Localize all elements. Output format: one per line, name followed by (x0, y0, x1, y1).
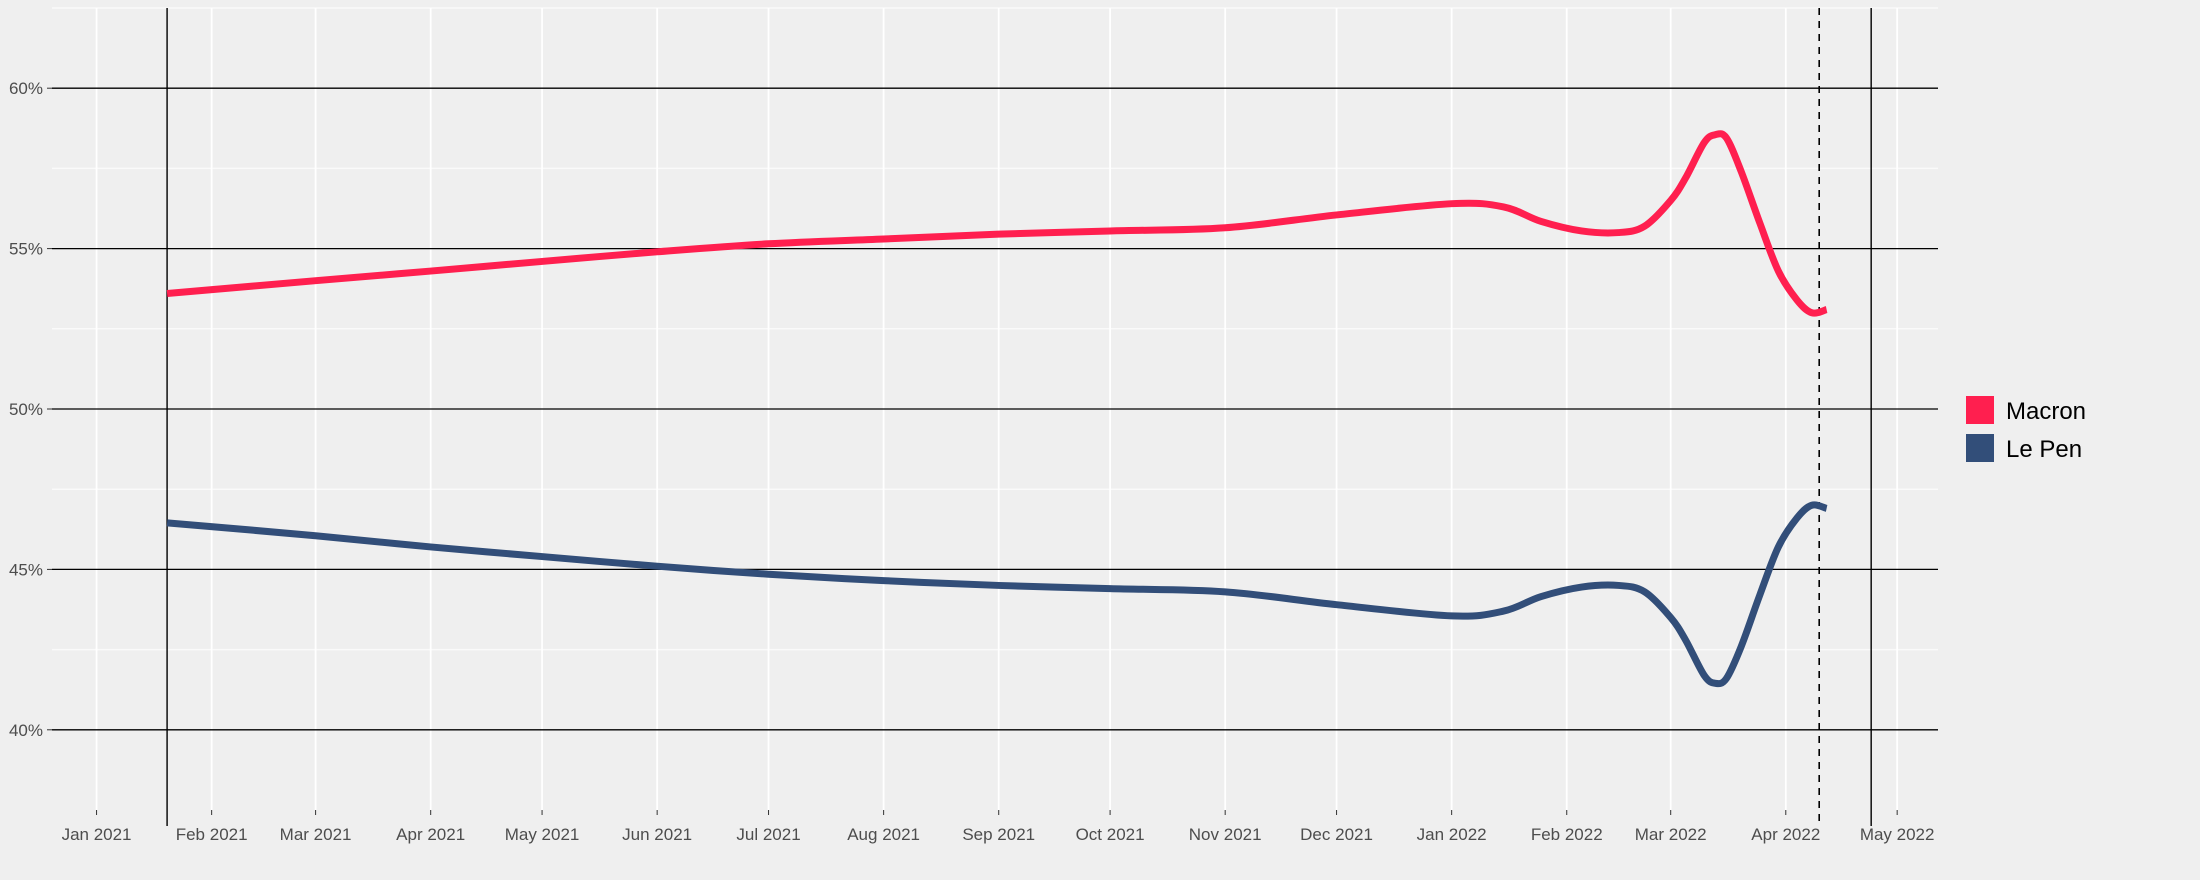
x-tick-label: Jul 2021 (736, 825, 800, 844)
x-tick-label: May 2021 (505, 825, 580, 844)
x-tick-label: Mar 2022 (1635, 825, 1707, 844)
x-tick-label: Jun 2021 (622, 825, 692, 844)
y-tick-label: 55% (9, 240, 43, 259)
x-tick-label: Dec 2021 (1300, 825, 1373, 844)
x-tick-label: Sep 2021 (962, 825, 1035, 844)
x-tick-label: Feb 2022 (1531, 825, 1603, 844)
y-tick-label: 60% (9, 79, 43, 98)
x-tick-label: Apr 2022 (1751, 825, 1820, 844)
series-line-le-pen (166, 501, 1828, 688)
x-tick-label: Mar 2021 (280, 825, 352, 844)
x-tick-label: Jan 2022 (1417, 825, 1487, 844)
x-tick-label: Oct 2021 (1076, 825, 1145, 844)
y-tick-label: 50% (9, 400, 43, 419)
x-tick-label: Feb 2021 (176, 825, 248, 844)
y-tick-label: 45% (9, 560, 43, 579)
legend-key (1966, 396, 1994, 424)
x-tick-label: Aug 2021 (847, 825, 920, 844)
x-tick-label: Apr 2021 (396, 825, 465, 844)
y-tick-label: 40% (9, 721, 43, 740)
legend-key (1966, 434, 1994, 462)
legend-label: Le Pen (2006, 436, 2082, 463)
x-tick-label: May 2022 (1860, 825, 1935, 844)
x-tick-label: Nov 2021 (1189, 825, 1262, 844)
legend-label: Macron (2006, 398, 2086, 425)
x-tick-label: Jan 2021 (62, 825, 132, 844)
series-line-macron (166, 130, 1828, 317)
